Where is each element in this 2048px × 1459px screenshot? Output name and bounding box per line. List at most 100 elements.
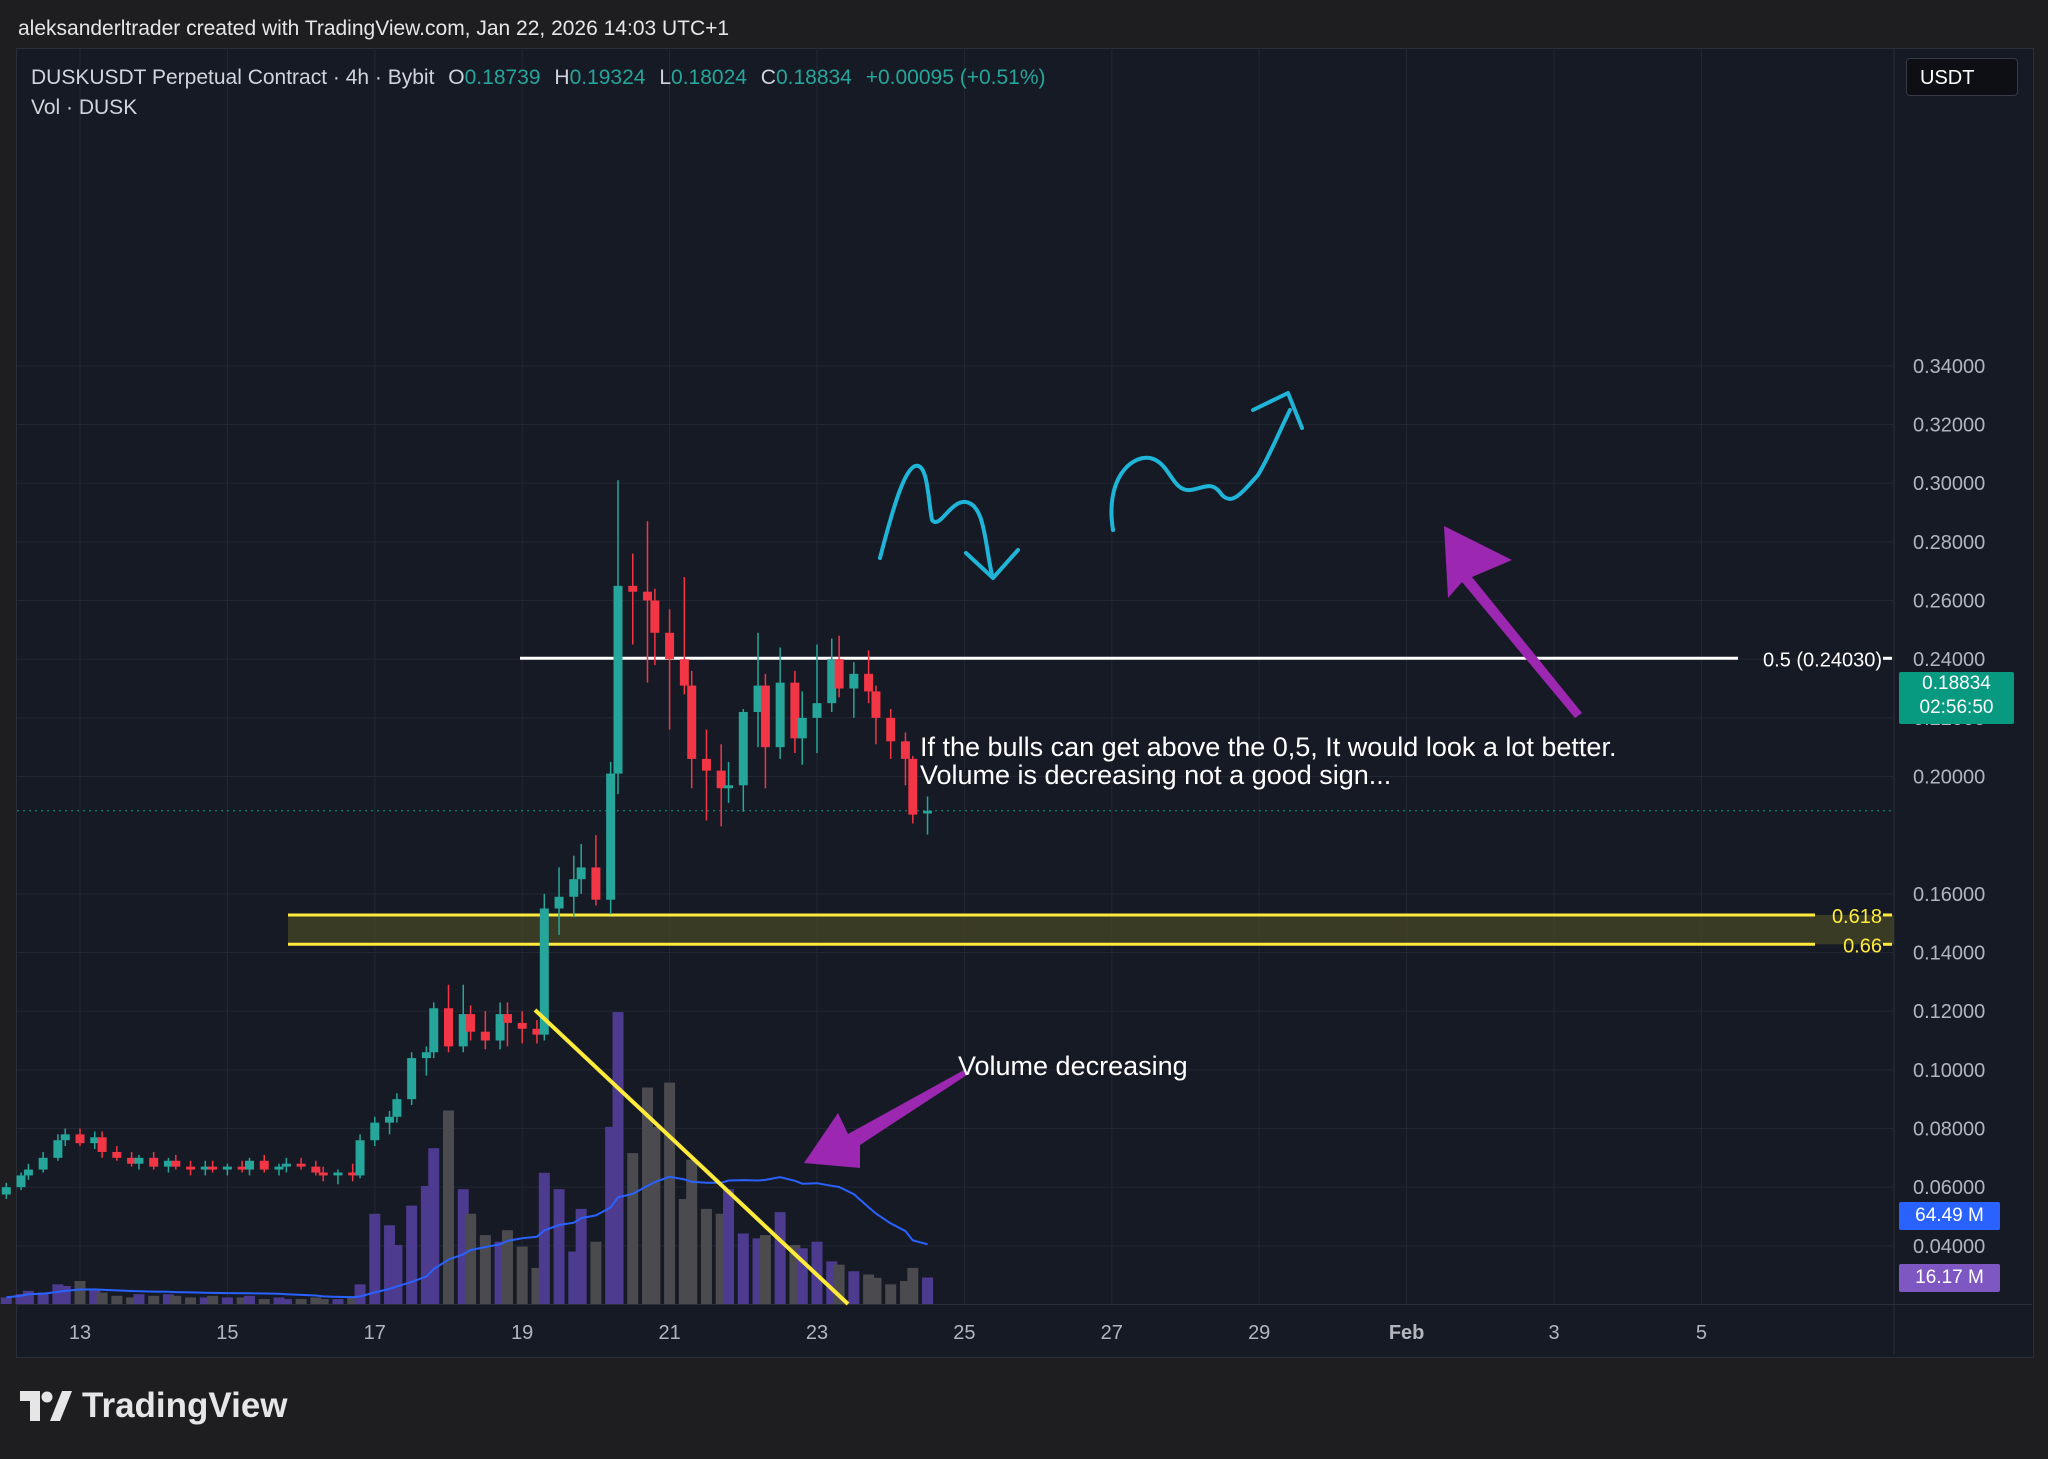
volume-bar xyxy=(678,1199,690,1304)
tradingview-logo[interactable]: TradingView xyxy=(20,1386,288,1426)
candle-body xyxy=(429,1008,439,1053)
x-tick-label: 29 xyxy=(1248,1322,1270,1344)
chart-frame xyxy=(16,48,2034,1358)
x-tick-label: Feb xyxy=(1389,1322,1425,1344)
volume-bar xyxy=(221,1297,233,1304)
volume-bar xyxy=(605,1126,617,1304)
volume-bar xyxy=(273,1297,285,1304)
volume-bar xyxy=(516,1246,528,1304)
volume-bar xyxy=(317,1299,329,1304)
volume-bar xyxy=(641,1087,653,1304)
volume-bar xyxy=(568,1251,580,1304)
volume-bar xyxy=(59,1285,71,1304)
candle-body xyxy=(348,1172,358,1176)
candle-body xyxy=(576,867,586,880)
volume-bar xyxy=(369,1213,381,1304)
tradingview-logo-icon xyxy=(20,1391,72,1421)
volume-bar xyxy=(111,1295,123,1304)
volume-bar xyxy=(553,1189,565,1304)
candle-body xyxy=(753,685,763,712)
y-tick-label: 0.16000 xyxy=(1913,884,1985,906)
candle-body xyxy=(134,1157,144,1164)
candle-body xyxy=(591,867,601,900)
volume-bar xyxy=(52,1284,64,1304)
y-tick-label: 0.14000 xyxy=(1913,943,1985,965)
candle-body xyxy=(642,591,652,601)
y-tick-label: 0.08000 xyxy=(1913,1119,1985,1141)
volume-bar xyxy=(37,1292,49,1304)
brand-name: TradingView xyxy=(82,1386,288,1425)
candle-body xyxy=(650,600,660,633)
volume-bar xyxy=(737,1233,749,1304)
volume-bar xyxy=(863,1274,875,1304)
y-tick-label: 0.30000 xyxy=(1913,473,1985,495)
volume-bar xyxy=(332,1299,344,1304)
volume-bar xyxy=(885,1284,897,1304)
x-tick-label: 23 xyxy=(806,1322,828,1344)
candle-body xyxy=(495,1014,505,1041)
cyan-drawing-2 xyxy=(1109,408,1292,532)
candle-body xyxy=(849,673,859,689)
y-tick-label: 0.34000 xyxy=(1913,356,1985,378)
y-tick-label: 0.12000 xyxy=(1913,1001,1985,1023)
candle-body xyxy=(200,1166,210,1170)
volume-legend: Vol · DUSK xyxy=(31,96,138,119)
volume-bar xyxy=(627,1153,639,1304)
close-value: 0.18834 xyxy=(775,66,852,89)
candle-body xyxy=(38,1157,48,1170)
x-tick-label: 19 xyxy=(511,1322,533,1344)
x-tick-label: 27 xyxy=(1101,1322,1123,1344)
candle-body xyxy=(222,1166,232,1170)
volume-last-tag: 16.17 M xyxy=(1899,1264,2000,1292)
volume-bar xyxy=(612,1012,624,1304)
volume-bar xyxy=(774,1212,786,1304)
volume-bar xyxy=(0,1297,12,1304)
volume-bar xyxy=(170,1295,182,1304)
x-tick-label: 25 xyxy=(953,1322,975,1344)
candle-body xyxy=(900,741,910,759)
candle-body xyxy=(296,1163,306,1167)
volume-bar xyxy=(465,1213,477,1304)
bar-countdown: 02:56:50 xyxy=(1919,697,1994,718)
fib-zone xyxy=(288,914,1894,945)
volume-bar xyxy=(148,1295,160,1304)
candle-body xyxy=(554,896,564,909)
volume-bar xyxy=(686,1159,698,1304)
cyan-drawing-2-head xyxy=(1251,391,1304,430)
candle-body xyxy=(738,711,748,786)
footer xyxy=(0,1358,2048,1459)
purple-arrow-left xyxy=(804,1070,970,1168)
cyan-drawing-1 xyxy=(878,463,994,577)
annotation-line-2: Volume is decreasing not a good sign... xyxy=(920,760,1392,790)
volume-bar xyxy=(74,1281,86,1304)
candle-body xyxy=(760,685,770,748)
x-tick-label: 15 xyxy=(216,1322,238,1344)
volume-bar xyxy=(907,1267,919,1304)
candle-body xyxy=(311,1166,321,1173)
candle-body xyxy=(444,1008,453,1047)
candle-body xyxy=(908,758,918,815)
high-label: H xyxy=(554,66,570,89)
cyan-drawing-1-head xyxy=(964,548,1020,580)
volume-bar xyxy=(428,1148,440,1304)
last-price-value: 0.18834 xyxy=(1922,673,1991,694)
candle-body xyxy=(480,1031,490,1041)
volume-bar xyxy=(133,1294,145,1304)
candle-body xyxy=(466,1014,476,1032)
y-tick-label: 0.28000 xyxy=(1913,532,1985,554)
currency-button[interactable]: USDT xyxy=(1906,58,2018,96)
candle-body xyxy=(665,632,675,660)
volume-bar xyxy=(89,1289,101,1304)
annotation-main: If the bulls can get above the 0,5, It w… xyxy=(920,733,1616,789)
volume-bar xyxy=(664,1082,676,1304)
volume-bar xyxy=(244,1295,256,1304)
candle-body xyxy=(186,1166,196,1170)
candle-body xyxy=(237,1166,247,1170)
low-label: L xyxy=(659,66,672,89)
x-tick-label: 17 xyxy=(364,1322,386,1344)
candle-body xyxy=(149,1157,159,1167)
open-label: O xyxy=(448,66,465,89)
candle-body xyxy=(355,1140,365,1176)
candle-body xyxy=(208,1166,218,1170)
